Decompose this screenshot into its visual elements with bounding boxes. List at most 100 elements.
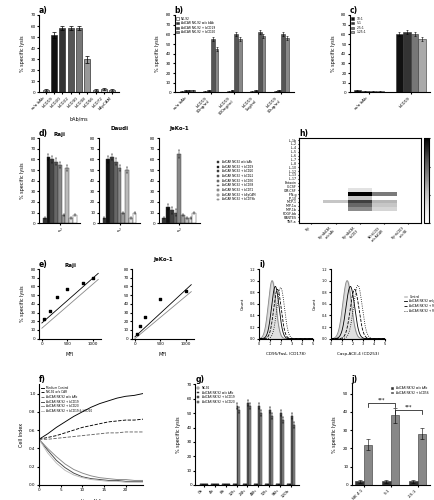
Bar <box>245 484 247 485</box>
Bar <box>247 403 249 485</box>
Bar <box>382 482 391 485</box>
Medium Control <box>132 392 137 398</box>
AdCAR NK-92 + bCD19 & bCD20 <box>97 478 102 484</box>
AdCAR NK-92 + bCD20 <box>97 474 102 480</box>
Medium Control <box>36 436 42 442</box>
Medium Control <box>80 409 85 415</box>
Bar <box>396 34 403 92</box>
AdCAR NK-92 + bCD19 & bCD20 <box>71 472 76 478</box>
X-axis label: MFI: MFI <box>159 352 168 356</box>
Bar <box>46 158 50 224</box>
Bar <box>260 413 262 485</box>
Bar <box>68 28 73 92</box>
AdCAR NK-92 + bCD20 <box>45 446 50 452</box>
Bar <box>364 445 372 485</box>
Point <box>157 296 164 304</box>
AdCAR NK-92 + bCD20 <box>132 478 137 484</box>
Bar <box>280 413 282 485</box>
Point <box>134 330 141 338</box>
X-axis label: CD95/FasL (CD178): CD95/FasL (CD178) <box>266 352 306 356</box>
Bar <box>217 484 219 485</box>
Bar <box>125 170 129 224</box>
AdCAR NK-92 + bCD19 <box>89 476 94 482</box>
Bar <box>281 34 285 92</box>
Point <box>46 307 53 315</box>
AdCAR NK-92 + bCD19 & bCD20 <box>132 480 137 486</box>
AdCAR NK-92 + bCD19 & bCD20 <box>123 480 128 486</box>
Bar <box>258 406 260 485</box>
Bar <box>43 218 46 224</box>
AdCAR NK-92 + bCD19 & bCD20 <box>45 450 50 456</box>
Bar <box>189 218 192 224</box>
Bar <box>202 484 204 485</box>
AdCAR NK-92 + bCD19 <box>80 474 85 480</box>
Bar <box>93 90 99 92</box>
Bar <box>230 90 234 92</box>
NK-92 w/o CAR <box>80 424 85 430</box>
Bar <box>291 416 293 485</box>
Medium Control <box>62 419 68 425</box>
Bar <box>62 214 66 224</box>
Bar <box>285 38 289 92</box>
Bar <box>66 168 69 224</box>
Bar <box>215 49 218 92</box>
Bar <box>289 484 291 485</box>
Bar <box>133 212 136 224</box>
Bar <box>69 218 73 224</box>
Line: AdCAR NK-92 + bCD19 & bCD20: AdCAR NK-92 + bCD19 & bCD20 <box>39 440 143 482</box>
Bar <box>185 218 189 224</box>
Medium Control <box>115 395 120 401</box>
AdCAR NK-92 w/o bAb <box>97 431 102 437</box>
Text: h): h) <box>299 129 308 138</box>
Bar <box>181 214 185 224</box>
Bar <box>287 484 289 485</box>
NK-92 w/o CAR <box>97 420 102 426</box>
Bar <box>254 484 256 485</box>
Text: c): c) <box>350 6 358 15</box>
AdCAR NK-92 + bCD20 <box>140 478 145 484</box>
Bar <box>162 218 166 224</box>
Point <box>137 322 144 330</box>
AdCAR NK-92 + bCD19 <box>140 478 145 484</box>
Bar <box>118 168 122 224</box>
AdCAR NK-92 + bCD19 <box>106 478 111 484</box>
Y-axis label: Count: Count <box>240 298 244 310</box>
Line: NK-92 w/o CAR: NK-92 w/o CAR <box>39 419 143 440</box>
Text: b): b) <box>174 6 184 15</box>
NK-92 w/o CAR <box>140 416 145 422</box>
AdCAR NK-92 + bCD19 <box>115 478 120 484</box>
Bar <box>192 212 196 224</box>
Y-axis label: % specific lysis: % specific lysis <box>176 416 181 453</box>
Bar <box>211 39 215 92</box>
Point <box>183 287 190 295</box>
Bar <box>354 90 361 92</box>
AdCAR NK-92 w/o bAb <box>89 432 94 438</box>
Bar <box>122 212 125 224</box>
Bar <box>265 484 267 485</box>
Bar <box>59 28 65 92</box>
Y-axis label: % specific lysis: % specific lysis <box>20 286 25 322</box>
AdCAR NK-92 + bCD20 <box>106 476 111 482</box>
AdCAR NK-92 + bCD19 & bCD20 <box>36 436 42 442</box>
AdCAR NK-92 w/o bAb <box>80 432 85 438</box>
Legend: AdCAR NK-92 w/o bAb, AdCAR NK-92 + bCD19, AdCAR NK-92 + bCD20, AdCAR NK-92 + bCD: AdCAR NK-92 w/o bAb, AdCAR NK-92 + bCD19… <box>217 160 255 202</box>
NK-92 w/o CAR <box>45 434 50 440</box>
Bar <box>110 158 114 224</box>
Medium Control <box>45 431 50 437</box>
Text: ***: *** <box>404 404 412 409</box>
Bar <box>102 218 106 224</box>
Legend: AdCAR NK-92 w/o bAb, AdCAR NK-92 + bCD56: AdCAR NK-92 w/o bAb, AdCAR NK-92 + bCD56 <box>391 386 428 394</box>
Bar <box>174 212 178 224</box>
Title: JeKo-1: JeKo-1 <box>153 256 173 262</box>
Y-axis label: % specific lysis: % specific lysis <box>331 36 335 72</box>
Bar <box>243 484 245 485</box>
Y-axis label: % specific lysis: % specific lysis <box>20 36 25 72</box>
AdCAR NK-92 + bCD19 & bCD20 <box>62 468 68 473</box>
Bar <box>200 484 202 485</box>
AdCAR NK-92 + bCD19 <box>54 458 59 464</box>
Bar <box>233 484 234 485</box>
AdCAR NK-92 + bCD19 <box>62 464 68 470</box>
Bar <box>114 162 118 224</box>
Bar <box>254 90 258 92</box>
Bar <box>256 484 258 485</box>
